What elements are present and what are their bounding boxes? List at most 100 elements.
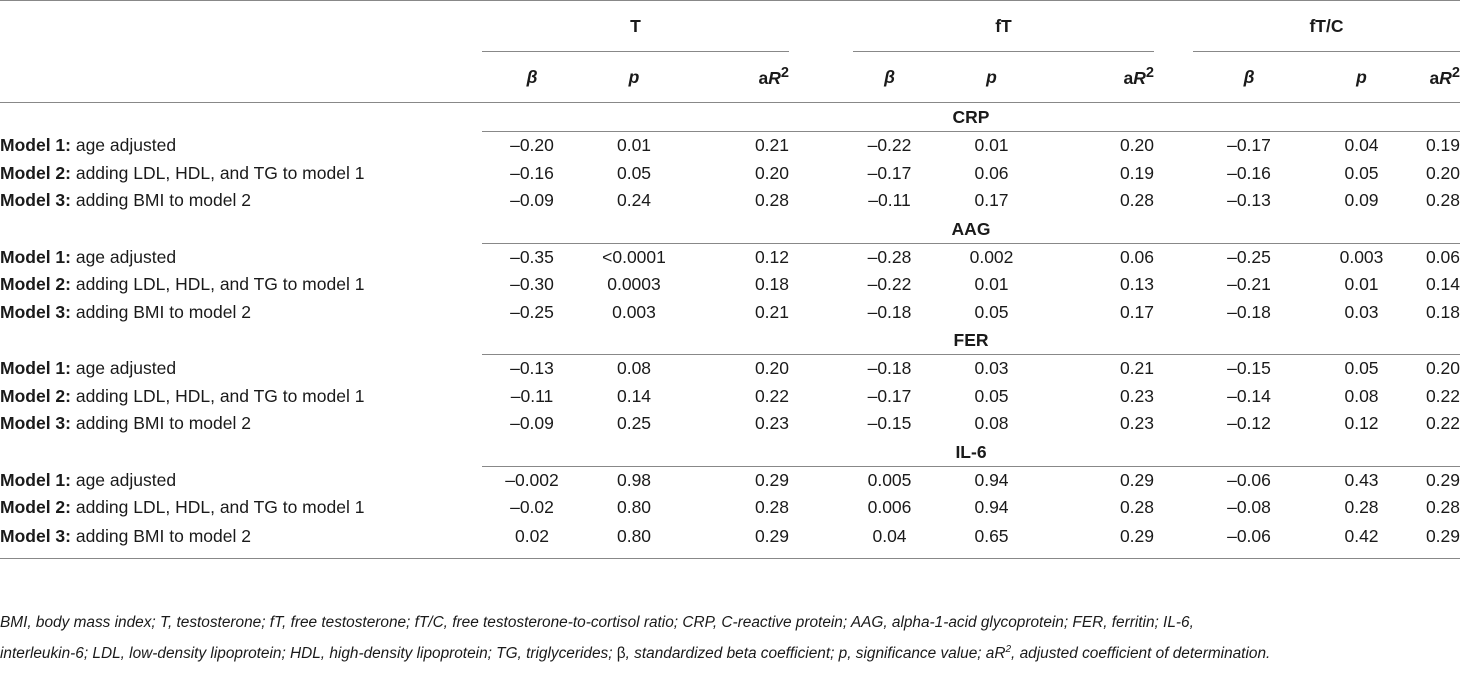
- table-row: Model 1: age adjusted –0.20 0.01 0.21 –0.22 0…: [0, 132, 1460, 160]
- cell-ft-p: 0.65: [926, 521, 1057, 559]
- section-title: AAG: [482, 214, 1460, 244]
- model-description: adding LDL, HDL, and TG to model 1: [70, 162, 365, 183]
- subheader-gap: [1154, 51, 1193, 103]
- cell-ftc-ar2: 0.14: [1425, 274, 1460, 295]
- ar2-prefix: a: [1123, 67, 1134, 88]
- cell-t-p: 0.01: [616, 135, 652, 156]
- ar2-r: R: [768, 67, 781, 88]
- row-label: Model 3: adding BMI to model 2: [0, 299, 482, 327]
- gap-cell: [1154, 160, 1193, 188]
- section-blank: [0, 215, 482, 244]
- table-row: Model 1: age adjusted –0.13 0.08 0.20 –0.18 0…: [0, 355, 1460, 383]
- gap-cell: [789, 160, 853, 188]
- cell-t-beta: 0.02: [482, 521, 582, 559]
- cell-t-beta: –0.16: [510, 162, 554, 183]
- model-description: age adjusted: [70, 246, 177, 267]
- gap-cell: [789, 187, 853, 215]
- cell-ftc-beta: –0.14: [1227, 385, 1271, 406]
- subheader-blank: [0, 51, 482, 103]
- gap-cell: [789, 466, 853, 494]
- gap-cell: [789, 132, 853, 160]
- ar2-sup: 2: [1145, 65, 1154, 82]
- footnote-sup: 2: [1005, 644, 1012, 655]
- p-label: p: [1356, 66, 1367, 87]
- section-header-row: FER: [0, 326, 1460, 355]
- table-row: Model 1: age adjusted –0.35 <0.0001 0.12 –0.…: [0, 243, 1460, 271]
- gap-cell: [789, 521, 853, 559]
- gap-cell: [1154, 383, 1193, 411]
- gap-cell: [1154, 466, 1193, 494]
- table-footnote: BMI, body mass index; T, testosterone; f…: [0, 609, 1458, 667]
- cell-ftc-beta: –0.13: [1227, 190, 1271, 211]
- table-row: Model 2: adding LDL, HDL, and TG to mode…: [0, 160, 1460, 188]
- ar2-sup: 2: [780, 65, 789, 82]
- footnote-line-1: BMI, body mass index; T, testosterone; f…: [0, 614, 1194, 631]
- row-label: Model 1: age adjusted: [0, 466, 482, 494]
- subheader-ar2-ftc: aR2: [1418, 51, 1460, 103]
- row-label: Model 3: adding BMI to model 2: [0, 187, 482, 215]
- cell-ftc-p: 0.08: [1344, 385, 1379, 406]
- model-description: age adjusted: [70, 358, 177, 378]
- cell-ft-p: 0.002: [969, 246, 1014, 267]
- gap-cell: [1154, 410, 1193, 438]
- row-label: Model 2: adding LDL, HDL, and TG to mode…: [0, 271, 482, 299]
- cell-t-beta: –0.002: [505, 469, 559, 490]
- cell-ftc-p: 0.03: [1344, 301, 1379, 322]
- cell-ft-beta: –0.17: [867, 385, 912, 406]
- cell-t-p: 0.14: [616, 385, 652, 406]
- cell-ft-ar2: 0.23: [1119, 413, 1154, 434]
- cell-ftc-p: 0.43: [1344, 469, 1379, 490]
- cell-ft-beta: 0.04: [853, 521, 926, 559]
- section-title: FER: [482, 326, 1460, 355]
- cell-ftc-ar2: 0.22: [1425, 413, 1460, 434]
- cell-t-ar2: 0.29: [686, 521, 789, 559]
- cell-ft-p: 0.05: [974, 385, 1009, 406]
- cell-ft-beta: –0.18: [867, 301, 912, 322]
- model-name: Model 3:: [0, 526, 71, 546]
- cell-ft-p: 0.03: [974, 358, 1009, 379]
- cell-t-beta: –0.11: [510, 385, 554, 406]
- cell-t-p: 0.80: [616, 497, 652, 518]
- section-title: IL-6: [482, 437, 1460, 467]
- model-name: Model 2:: [0, 497, 71, 518]
- gap-cell: [789, 383, 853, 411]
- model-description: age adjusted: [70, 469, 177, 490]
- cell-t-beta: –0.20: [510, 135, 554, 156]
- section-header-row: AAG: [0, 214, 1460, 244]
- cell-ftc-beta: –0.21: [1227, 274, 1271, 295]
- cell-ft-beta: –0.22: [867, 135, 912, 156]
- subheader-gap: [789, 51, 853, 103]
- ar2-prefix: a: [1429, 67, 1440, 88]
- footnote-beta-symbol: β: [616, 645, 626, 663]
- gap-cell: [1154, 521, 1193, 559]
- cell-t-ar2: 0.29: [754, 469, 789, 490]
- cell-ft-beta: –0.22: [867, 274, 912, 295]
- gap-cell: [789, 410, 853, 438]
- cell-t-p: 0.05: [616, 162, 652, 183]
- top-rule: [0, 0, 1460, 1]
- section-blank: [0, 438, 482, 467]
- section-header-row: IL-6: [0, 437, 1460, 467]
- cell-t-beta: –0.30: [510, 274, 554, 295]
- subheader-beta-ftc: β: [1193, 51, 1305, 103]
- cell-t-ar2: 0.18: [754, 274, 789, 295]
- row-label: Model 2: adding LDL, HDL, and TG to mode…: [0, 494, 482, 522]
- cell-ftc-ar2: 0.28: [1425, 497, 1460, 518]
- cell-ft-ar2: 0.20: [1119, 135, 1154, 156]
- model-name: Model 3:: [0, 190, 71, 211]
- table-row: Model 1: age adjusted –0.002 0.98 0.29 0.005…: [0, 466, 1460, 494]
- model-name: Model 3:: [0, 413, 71, 434]
- row-label: Model 1: age adjusted: [0, 132, 482, 160]
- cell-ft-p: 0.01: [974, 274, 1009, 295]
- cell-ftc-p: 0.42: [1305, 521, 1418, 559]
- cell-ft-p: 0.17: [974, 190, 1009, 211]
- cell-ftc-ar2: 0.22: [1425, 385, 1460, 406]
- gap-cell: [1154, 187, 1193, 215]
- cell-ft-ar2: 0.21: [1119, 358, 1154, 379]
- cell-t-beta: –0.09: [510, 413, 554, 434]
- table-row: Model 3: adding BMI to model 2 –0.09 0.24 0…: [0, 187, 1460, 215]
- table-row: Model 3: adding BMI to model 2 –0.09 0.25 0…: [0, 410, 1460, 438]
- model-name: Model 2:: [0, 162, 71, 183]
- gap-cell: [1154, 271, 1193, 299]
